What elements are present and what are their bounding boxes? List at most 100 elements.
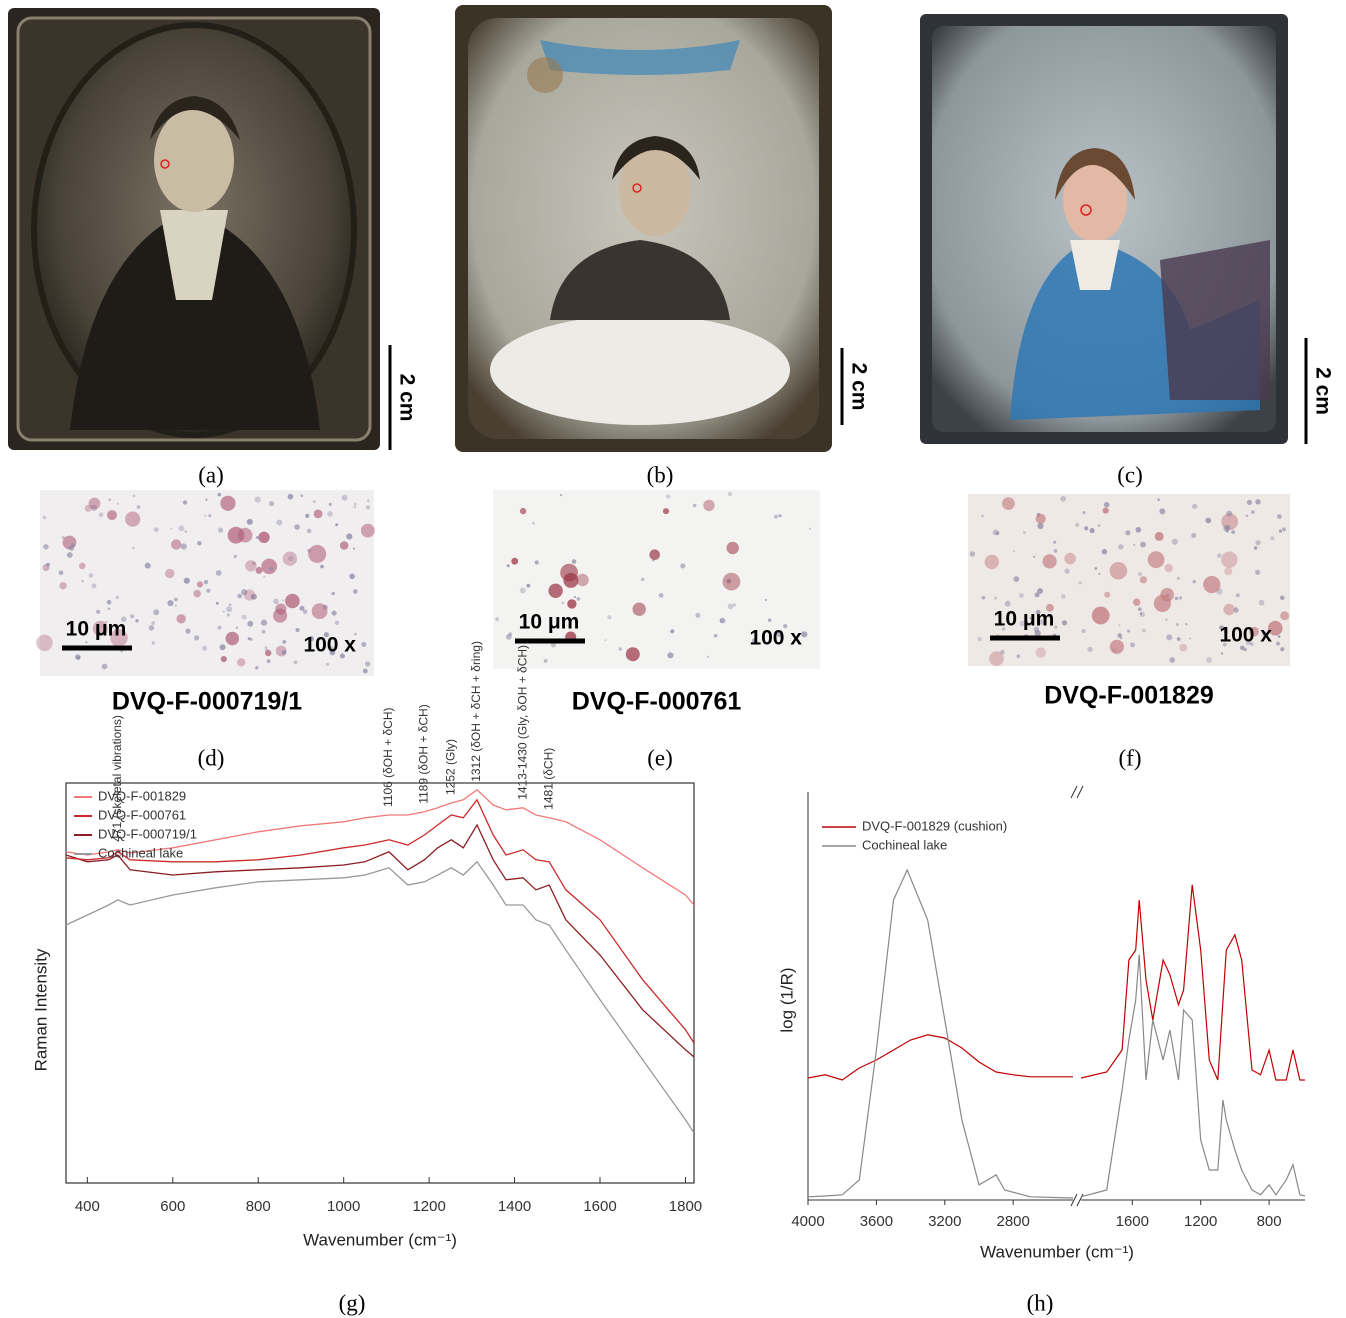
particle xyxy=(667,652,674,659)
particle xyxy=(1278,529,1282,533)
particle xyxy=(353,505,357,509)
particle xyxy=(226,613,230,617)
sample-id: DVQ-F-001829 xyxy=(1044,682,1214,710)
particle xyxy=(294,524,300,530)
particle xyxy=(46,562,50,567)
particle xyxy=(76,655,81,660)
particle xyxy=(506,564,510,568)
particle xyxy=(204,514,207,517)
panel-caption: (h) xyxy=(1027,1290,1054,1315)
particle xyxy=(311,603,328,620)
particle xyxy=(364,661,371,667)
particle xyxy=(1023,531,1026,534)
particle xyxy=(1240,645,1245,651)
particle xyxy=(81,580,84,583)
particle xyxy=(981,595,986,600)
particle xyxy=(618,647,623,651)
particle xyxy=(228,603,232,607)
particle xyxy=(331,591,336,596)
particle xyxy=(1224,567,1233,576)
particle xyxy=(1091,606,1110,625)
particle xyxy=(1191,533,1197,538)
particle xyxy=(1097,524,1101,528)
particle xyxy=(250,593,257,600)
particle xyxy=(225,631,240,646)
particle xyxy=(1033,555,1036,558)
particle xyxy=(1042,554,1057,569)
particle xyxy=(299,605,305,611)
plot-frame xyxy=(65,782,695,1184)
particle xyxy=(1255,569,1261,575)
particle xyxy=(764,598,768,602)
particle xyxy=(360,523,375,538)
particle xyxy=(1089,528,1095,534)
particle xyxy=(58,570,64,576)
particle xyxy=(285,593,300,609)
particle xyxy=(1231,530,1236,534)
panel-caption: (c) xyxy=(1117,462,1143,487)
particle xyxy=(98,512,104,518)
particle xyxy=(1203,576,1221,594)
particle xyxy=(680,563,686,569)
particle xyxy=(323,632,329,638)
particle xyxy=(96,609,101,615)
particle xyxy=(1189,637,1192,640)
particle xyxy=(273,608,288,623)
particle xyxy=(261,558,278,575)
particle xyxy=(107,510,117,521)
particle xyxy=(185,628,191,634)
particle xyxy=(1185,623,1188,626)
particle xyxy=(282,599,285,602)
particle xyxy=(1223,525,1230,532)
particle xyxy=(1081,628,1086,634)
particle xyxy=(706,655,710,658)
particle xyxy=(1171,538,1178,545)
particle xyxy=(767,618,772,622)
particle xyxy=(282,640,287,644)
x-axis-title: Wavenumber (cm⁻¹) xyxy=(980,1242,1134,1261)
particle xyxy=(335,523,339,527)
particle xyxy=(151,641,155,645)
particle xyxy=(276,519,283,526)
particle xyxy=(576,597,581,601)
particle xyxy=(36,634,53,651)
particle xyxy=(264,646,268,649)
particle xyxy=(295,628,300,632)
particle xyxy=(511,557,519,565)
particle xyxy=(106,599,112,605)
sample-id: DVQ-F-000719/1 xyxy=(112,688,302,716)
particle xyxy=(1270,536,1275,541)
particle xyxy=(302,609,308,615)
particle xyxy=(1125,530,1131,536)
particle xyxy=(713,634,718,638)
particle xyxy=(1064,568,1070,574)
panel-caption: (b) xyxy=(647,462,674,487)
particle xyxy=(233,554,237,559)
particle xyxy=(219,644,226,651)
particle xyxy=(1061,620,1068,626)
particle xyxy=(265,648,268,652)
particle xyxy=(273,598,279,605)
legend-label: DVQ-F-000761 xyxy=(98,807,186,822)
particle xyxy=(184,530,187,533)
spectrum-line xyxy=(66,788,694,906)
particle xyxy=(328,502,332,506)
particle xyxy=(722,572,741,591)
particle xyxy=(719,617,726,624)
particle xyxy=(1154,531,1164,541)
particle xyxy=(69,546,75,551)
panel-caption: (e) xyxy=(647,745,673,770)
particle xyxy=(70,543,75,548)
particle xyxy=(995,531,1000,536)
particle xyxy=(1104,591,1111,598)
particle xyxy=(1140,541,1146,548)
particle xyxy=(1035,647,1046,658)
particle xyxy=(328,646,334,652)
particle xyxy=(1137,572,1143,577)
particle xyxy=(560,494,563,497)
particle xyxy=(1046,603,1054,612)
particle xyxy=(752,638,757,644)
particle xyxy=(167,600,174,607)
particle xyxy=(1102,507,1109,514)
particle xyxy=(135,619,139,623)
